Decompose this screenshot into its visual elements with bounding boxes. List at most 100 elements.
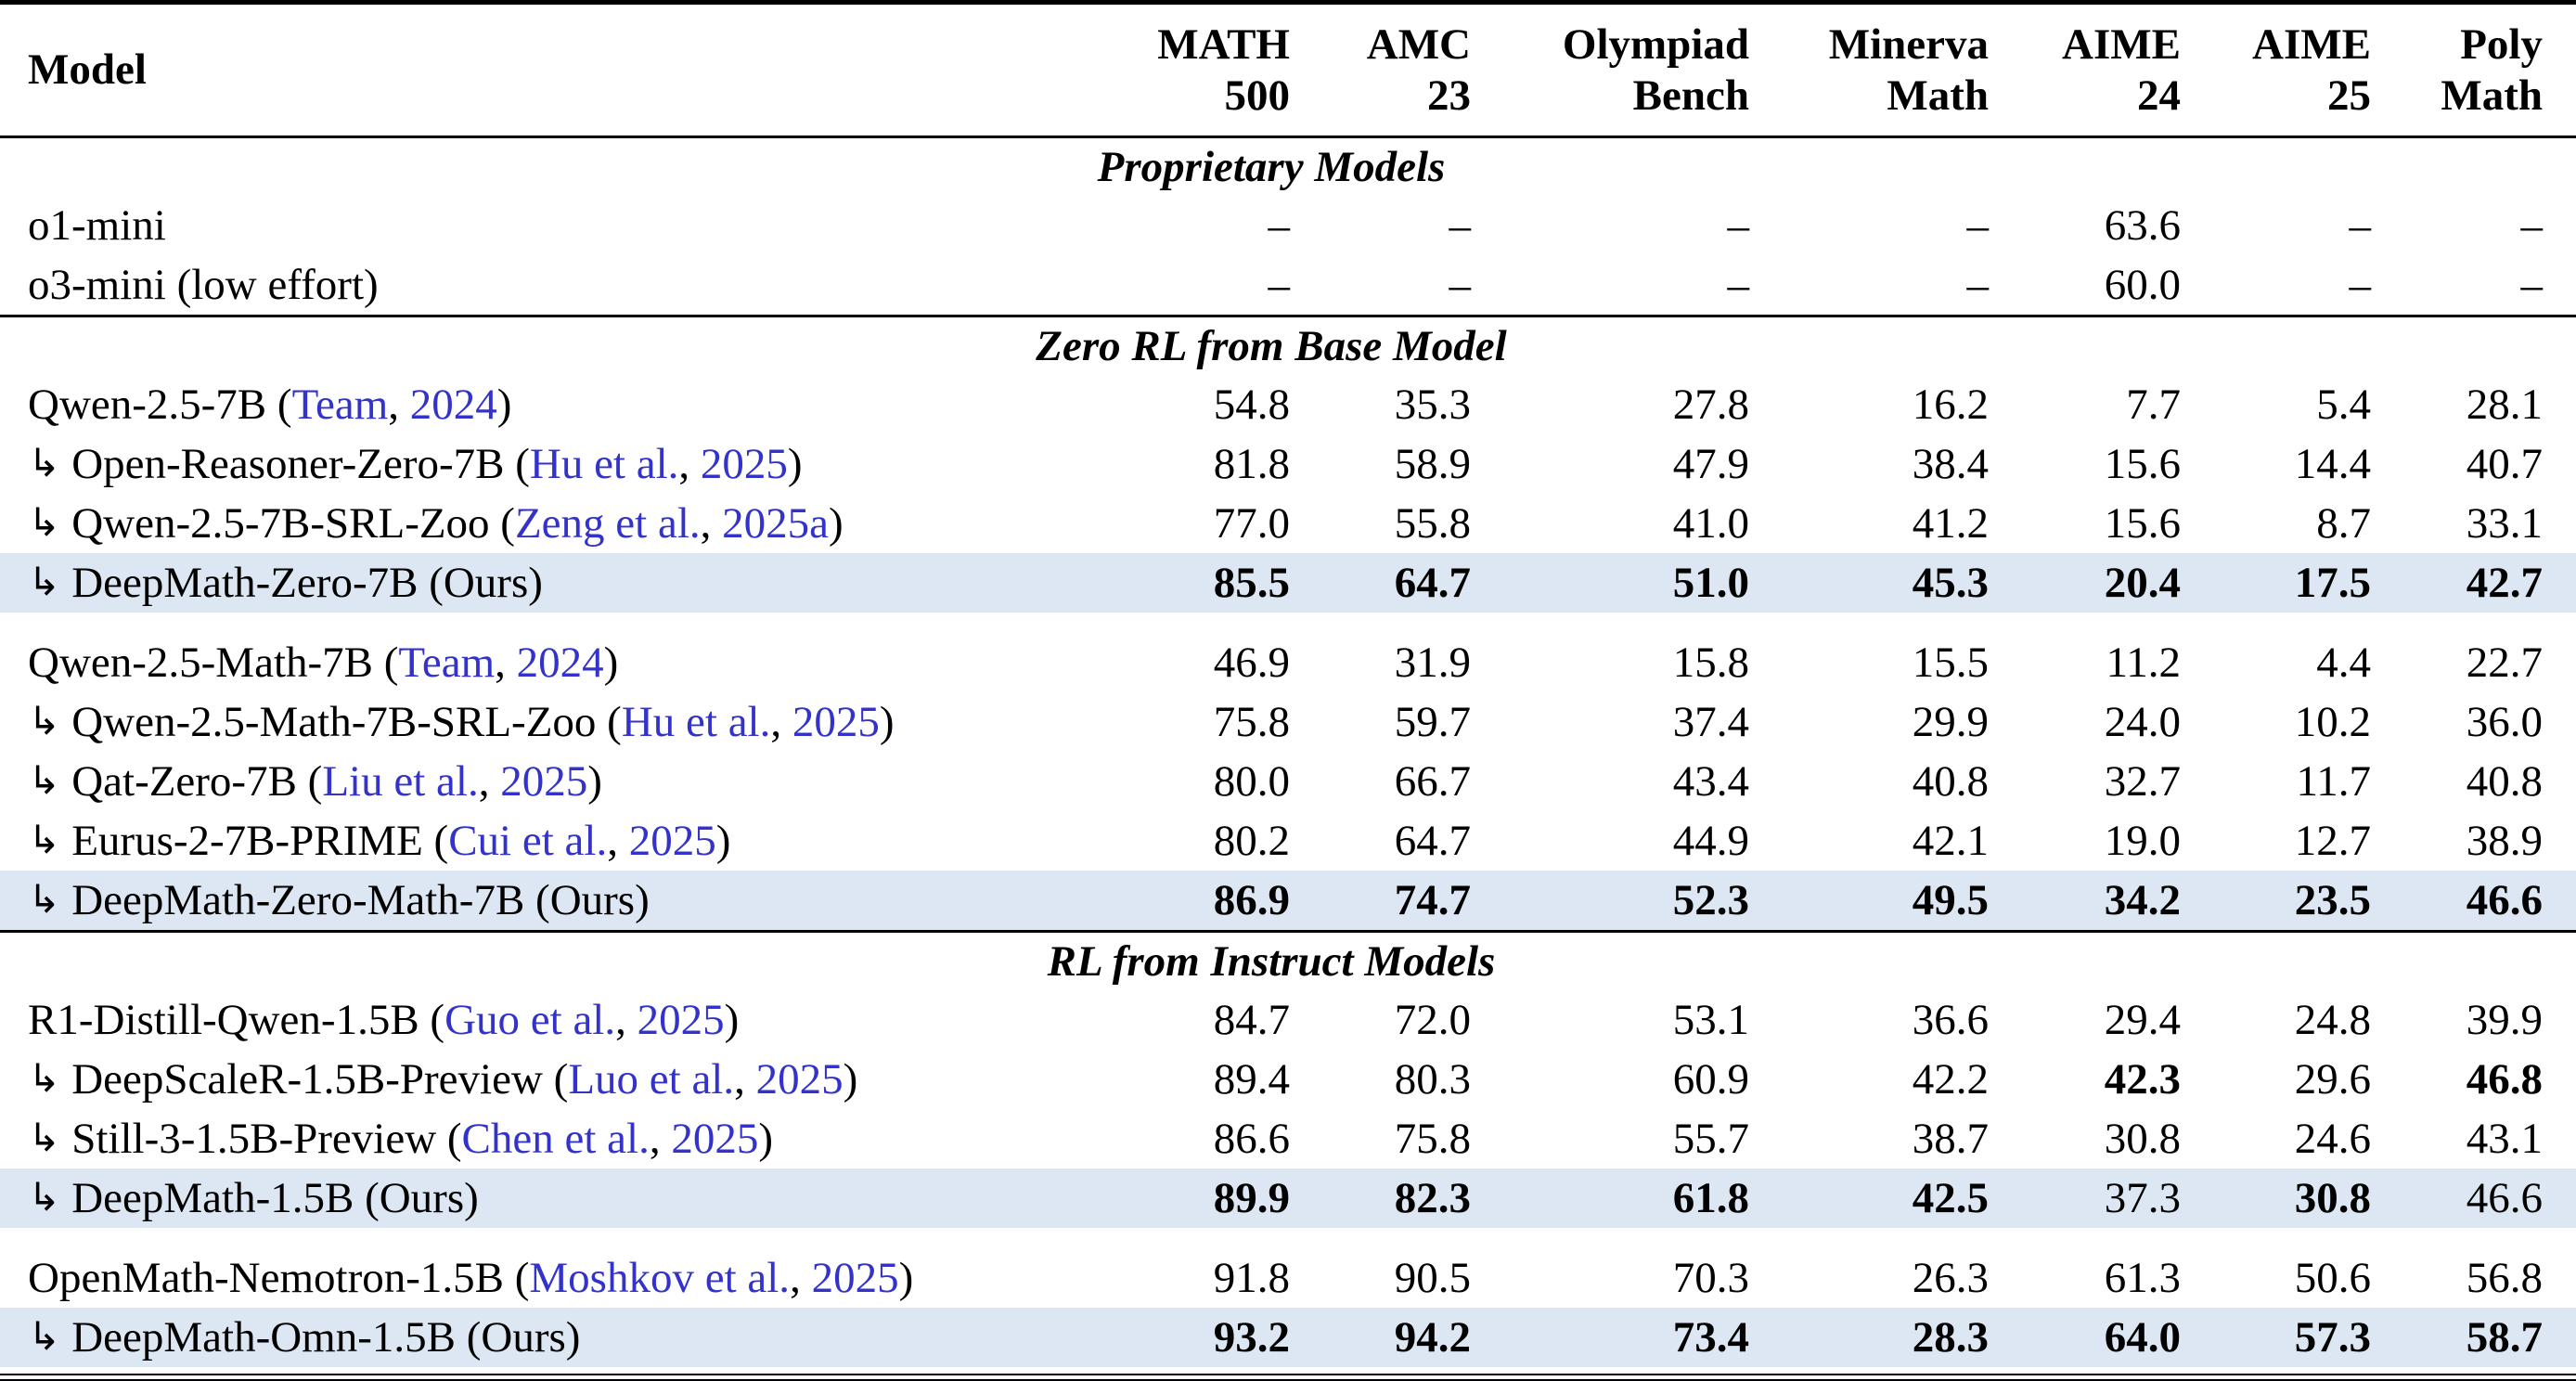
score-cell: 38.7	[1912, 1115, 1989, 1164]
score-cell: 91.8	[1213, 1254, 1290, 1303]
branch-arrow-icon: ↳	[28, 1313, 61, 1360]
score-cell: 93.2	[1076, 1308, 1290, 1368]
model-name-text: ,	[770, 698, 792, 747]
score-cell: 33.1	[2466, 499, 2543, 549]
score-cell: 64.7	[1290, 553, 1471, 613]
score-cell: 85.5	[1076, 553, 1290, 613]
score-cell: 28.1	[2466, 381, 2543, 430]
score-cell: 75.8	[1213, 698, 1290, 747]
score-cell: 14.4	[2294, 440, 2371, 489]
score-cell: 58.7	[2371, 1308, 2576, 1368]
citation-link[interactable]: Team	[398, 639, 496, 688]
score-cell: 46.6	[2371, 871, 2576, 932]
model-name-text: ,	[495, 639, 517, 688]
score-cell: 49.5	[1749, 871, 1989, 932]
score-cell: 60.0	[2104, 261, 2181, 310]
model-name-text: Eurus-2-7B-PRIME (	[71, 817, 449, 866]
score-cell: 11.2	[2106, 639, 2181, 688]
column-header-aime-25: AIME 25	[2181, 2, 2371, 139]
citation-link[interactable]: 2025a	[722, 499, 830, 549]
score-cell: 41.0	[1672, 499, 1749, 549]
model-name-text: o3-mini (low effort)	[28, 261, 379, 310]
citation-link[interactable]: Chen et al.	[461, 1115, 650, 1164]
model-name-cell: Qwen-2.5-7B (Team, 2024)	[0, 375, 1076, 434]
citation-link[interactable]: Moshkov et al.	[529, 1254, 791, 1303]
citation-link[interactable]: 2025	[628, 817, 716, 866]
table-row: Qwen-2.5-7B (Team, 2024) 54.8 35.3 27.8 16.2…	[0, 375, 2576, 434]
branch-arrow-icon: ↳	[28, 499, 61, 546]
citation-link[interactable]: Cui et al.	[448, 817, 608, 866]
score-cell: 81.8	[1213, 440, 1290, 489]
column-header-line2: Math	[2441, 71, 2543, 120]
model-name-cell: ↳ DeepScaleR-1.5B-Preview (Luo et al., 20…	[0, 1050, 1076, 1109]
citation-link[interactable]: Luo et al.	[568, 1055, 735, 1104]
model-name-cell: ↳ DeepMath-1.5B (Ours)	[0, 1168, 1076, 1229]
score-cell: –	[1966, 201, 1990, 251]
score-cell: –	[1449, 201, 1472, 251]
table-row: OpenMath-Nemotron-1.5B (Moshkov et al., …	[0, 1248, 2576, 1308]
table-row: ↳ Still-3-1.5B-Preview (Chen et al., 2025…	[0, 1109, 2576, 1168]
model-name-text: Qat-Zero-7B (	[71, 757, 323, 807]
score-cell: 58.9	[1394, 440, 1471, 489]
table-row: ↳ Qwen-2.5-7B-SRL-Zoo (Zeng et al., 2025a…	[0, 494, 2576, 553]
score-cell: –	[1268, 201, 1291, 251]
score-cell: 15.6	[2104, 440, 2181, 489]
citation-link[interactable]: 2025	[755, 1055, 844, 1104]
score-cell: 50.6	[2294, 1254, 2371, 1303]
table-row: ↳ DeepMath-Omn-1.5B (Ours) 93.2 94.2 73.4 28.…	[0, 1308, 2576, 1368]
citation-link[interactable]: 2025	[811, 1254, 899, 1303]
citation-link[interactable]: 2025	[671, 1115, 759, 1164]
score-cell: 46.6	[2371, 1168, 2576, 1229]
branch-arrow-icon: ↳	[28, 440, 61, 486]
model-name-cell: OpenMath-Nemotron-1.5B (Moshkov et al., …	[0, 1248, 1076, 1308]
score-cell: 52.3	[1471, 871, 1749, 932]
score-cell: 11.7	[2296, 757, 2371, 807]
score-cell: 26.3	[1912, 1254, 1989, 1303]
table-row: ↳ DeepScaleR-1.5B-Preview (Luo et al., 20…	[0, 1050, 2576, 1109]
score-cell: 36.0	[2466, 698, 2543, 747]
citation-link[interactable]: Hu et al.	[621, 698, 771, 747]
score-cell: –	[2520, 261, 2544, 310]
model-name-text: DeepMath-Omn-1.5B (Ours)	[71, 1313, 581, 1362]
score-cell: 47.9	[1672, 440, 1749, 489]
table-row: Qwen-2.5-Math-7B (Team, 2024) 46.9 31.9 15.…	[0, 633, 2576, 692]
citation-link[interactable]: 2024	[516, 639, 604, 688]
citation-link[interactable]: 2025	[792, 698, 880, 747]
score-cell: 56.8	[2466, 1254, 2543, 1303]
model-name-cell: ↳ DeepMath-Zero-7B (Ours)	[0, 553, 1076, 613]
citation-link[interactable]: Guo et al.	[444, 996, 616, 1045]
score-cell: 5.4	[2316, 381, 2371, 430]
score-cell: 80.3	[1394, 1055, 1471, 1104]
column-header-poly-math: Poly Math	[2371, 2, 2576, 139]
table-row: ↳ DeepMath-Zero-7B (Ours) 85.5 64.7 51.0 45.3…	[0, 553, 2576, 613]
model-name-text: ,	[607, 817, 629, 866]
model-name-cell: ↳ Eurus-2-7B-PRIME (Cui et al., 2025)	[0, 811, 1076, 871]
score-cell: 61.8	[1471, 1168, 1749, 1229]
score-cell: 40.7	[2466, 440, 2543, 489]
table-row: ↳ DeepMath-1.5B (Ours) 89.9 82.3 61.8 42.5 37.…	[0, 1168, 2576, 1229]
model-name-text: )	[758, 1115, 774, 1164]
score-cell: –	[1449, 261, 1472, 310]
model-name-text: )	[898, 1254, 914, 1303]
table-row: o3-mini (low effort) – – – – 60.0 – –	[0, 255, 2576, 316]
citation-link[interactable]: 2024	[409, 381, 497, 430]
citation-link[interactable]: Team	[291, 381, 389, 430]
score-cell: 72.0	[1394, 996, 1471, 1045]
model-name-cell: o3-mini (low effort)	[0, 255, 1076, 316]
citation-link[interactable]: 2025	[700, 440, 788, 489]
table-bottom-rule	[0, 1374, 2576, 1381]
score-cell: 23.5	[2181, 871, 2371, 932]
score-cell: 27.8	[1672, 381, 1749, 430]
citation-link[interactable]: 2025	[500, 757, 588, 807]
citation-link[interactable]: Zeng et al.	[514, 499, 701, 549]
column-header-olympiad-bench: Olympiad Bench	[1471, 2, 1749, 139]
score-cell: 20.4	[1989, 553, 2181, 613]
score-cell: 59.7	[1394, 698, 1471, 747]
citation-link[interactable]: Liu et al.	[322, 757, 479, 807]
column-header-line1: AIME	[2252, 20, 2371, 69]
column-header-line2: 25	[2327, 71, 2371, 120]
citation-link[interactable]: Hu et al.	[529, 440, 679, 489]
score-cell: 16.2	[1912, 381, 1989, 430]
citation-link[interactable]: 2025	[637, 996, 725, 1045]
model-name-text: Qwen-2.5-7B (	[28, 381, 292, 430]
